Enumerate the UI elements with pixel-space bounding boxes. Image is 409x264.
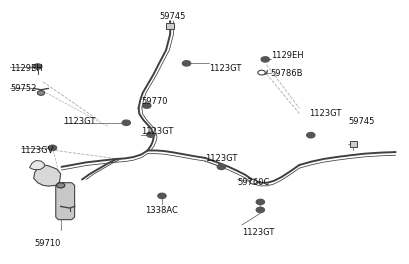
Circle shape — [37, 91, 45, 95]
Circle shape — [157, 193, 166, 199]
Circle shape — [256, 199, 264, 205]
Text: 1123GT: 1123GT — [309, 109, 341, 118]
Text: 1123GT: 1123GT — [141, 128, 173, 136]
Bar — [349, 141, 356, 147]
Text: 59710: 59710 — [34, 239, 60, 248]
Circle shape — [182, 61, 190, 66]
Circle shape — [142, 103, 151, 108]
Polygon shape — [34, 165, 61, 186]
Text: 59745: 59745 — [348, 117, 374, 126]
Text: 59752: 59752 — [10, 84, 36, 93]
Text: 1123GV: 1123GV — [20, 146, 54, 155]
Circle shape — [146, 132, 155, 137]
Circle shape — [249, 179, 256, 184]
Text: 59760C: 59760C — [237, 178, 270, 187]
Text: 59745: 59745 — [159, 12, 185, 21]
Circle shape — [257, 70, 265, 75]
Circle shape — [48, 145, 56, 150]
Text: 59786B: 59786B — [270, 69, 302, 78]
Polygon shape — [56, 183, 74, 220]
Circle shape — [122, 120, 130, 125]
Text: 59770: 59770 — [141, 97, 168, 106]
Polygon shape — [29, 161, 44, 169]
Circle shape — [306, 133, 314, 138]
Circle shape — [34, 64, 42, 69]
Circle shape — [56, 183, 65, 188]
Text: 1123GT: 1123GT — [63, 117, 96, 126]
Text: 1123GT: 1123GT — [204, 154, 237, 163]
Bar — [166, 23, 173, 29]
Text: 1123GT: 1123GT — [209, 64, 241, 73]
Circle shape — [261, 57, 269, 62]
Circle shape — [256, 207, 264, 213]
Text: 1338AC: 1338AC — [145, 206, 178, 215]
Text: 1129EH: 1129EH — [10, 64, 43, 73]
Circle shape — [217, 164, 225, 169]
Text: 1129EH: 1129EH — [270, 51, 303, 60]
Text: 1123GT: 1123GT — [241, 228, 274, 237]
